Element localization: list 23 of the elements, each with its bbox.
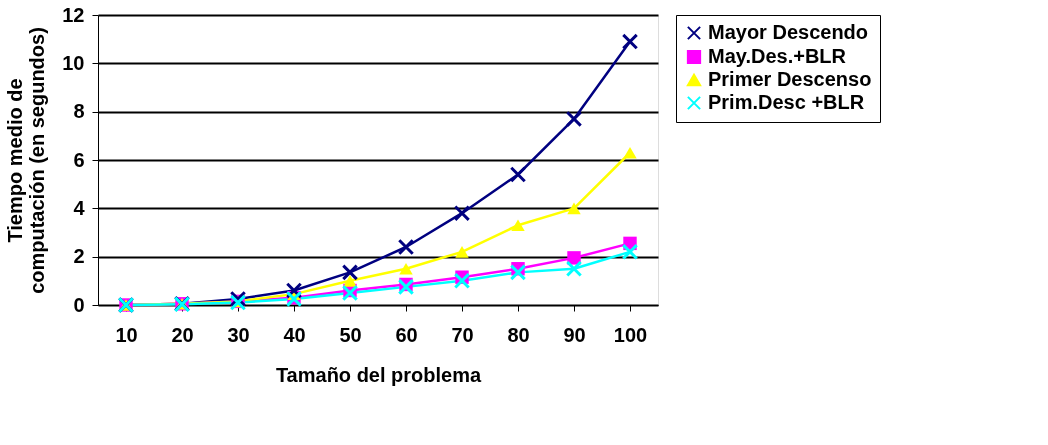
x-tick-label: 90 bbox=[563, 323, 586, 346]
x-tick-label: 10 bbox=[115, 323, 138, 346]
x-tick-label: 70 bbox=[451, 323, 474, 346]
x-tick-label: 40 bbox=[283, 323, 306, 346]
x-tick-label: 30 bbox=[227, 323, 250, 346]
x-tick-label: 60 bbox=[395, 323, 418, 346]
y-tick-label: 10 bbox=[62, 51, 85, 74]
x-tick-label: 100 bbox=[613, 323, 648, 346]
y-tick-label: 8 bbox=[73, 100, 85, 123]
y-tick-label: 12 bbox=[62, 3, 85, 26]
x-axis-title: Tamaño del problema bbox=[275, 363, 482, 386]
legend-label: Mayor Descendo bbox=[708, 21, 869, 43]
y-axis-title: Tiempo medio de computación (en segundos) bbox=[4, 27, 49, 294]
legend-label: Prim.Desc +BLR bbox=[708, 91, 865, 113]
y-tick-label: 6 bbox=[73, 148, 85, 171]
x-tick-label: 50 bbox=[339, 323, 362, 346]
x-tick-label: 80 bbox=[507, 323, 530, 346]
y-tick-label: 4 bbox=[73, 196, 86, 219]
legend-label: May.Des.+BLR bbox=[708, 45, 847, 67]
legend-label: Primer Descenso bbox=[708, 68, 872, 90]
y-tick-label: 0 bbox=[73, 293, 85, 316]
y-tick-label: 2 bbox=[73, 245, 85, 268]
x-tick-label: 20 bbox=[171, 323, 194, 346]
